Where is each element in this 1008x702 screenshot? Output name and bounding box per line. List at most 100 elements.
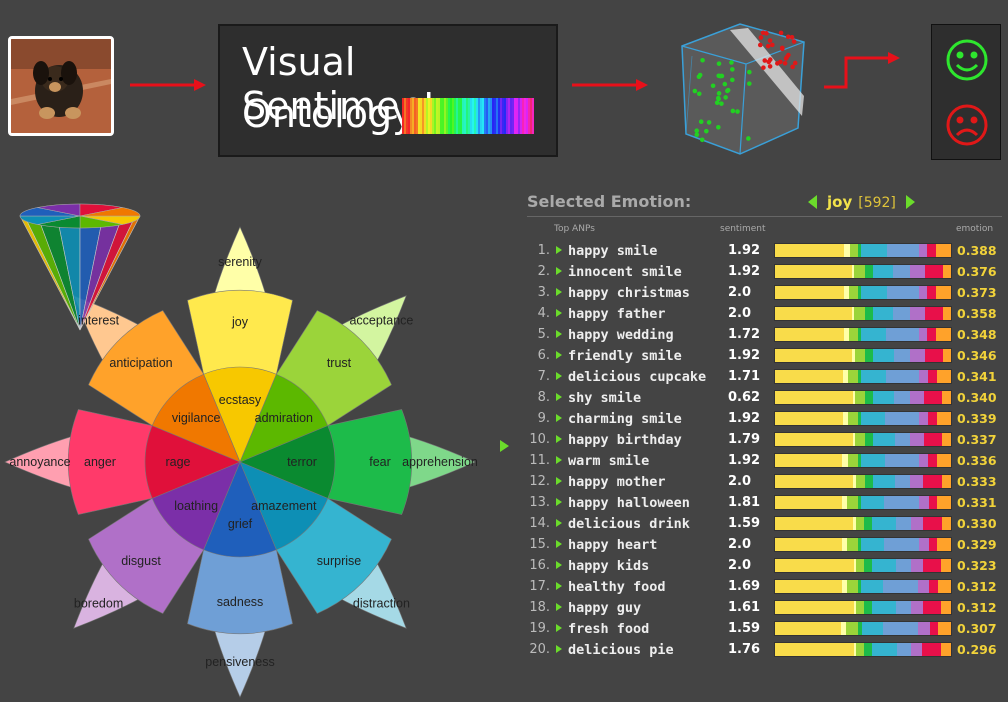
bar-segment <box>895 559 911 572</box>
bar-segment <box>775 517 854 530</box>
anp-row[interactable]: 20. delicious pie 1.76 0.296 <box>520 639 1008 660</box>
anp-name[interactable]: delicious drink <box>568 516 690 532</box>
anp-row[interactable]: 7. delicious cupcake 1.71 0.341 <box>520 366 1008 387</box>
play-triangle-icon[interactable] <box>556 393 562 401</box>
sad-face-icon <box>946 104 988 146</box>
bar-segment <box>775 265 852 278</box>
anp-name[interactable]: happy smile <box>568 243 658 259</box>
anp-emotion-score: 0.296 <box>957 642 997 657</box>
bar-segment <box>857 412 861 425</box>
play-triangle-icon[interactable] <box>556 624 562 632</box>
bar-segment <box>857 496 862 509</box>
wheel-label-admiration: admiration <box>255 411 313 425</box>
anp-name[interactable]: happy heart <box>568 537 658 553</box>
anp-row[interactable]: 5. happy wedding 1.72 0.348 <box>520 324 1008 345</box>
play-triangle-icon[interactable] <box>556 414 562 422</box>
anp-name[interactable]: healthy food <box>568 579 666 595</box>
anp-row[interactable]: 6. friendly smile 1.92 0.346 <box>520 345 1008 366</box>
anp-name[interactable]: happy birthday <box>568 432 682 448</box>
anp-row[interactable]: 13. happy halloween 1.81 0.331 <box>520 492 1008 513</box>
anp-row[interactable]: 17. healthy food 1.69 0.312 <box>520 576 1008 597</box>
anp-row[interactable]: 9. charming smile 1.92 0.339 <box>520 408 1008 429</box>
play-triangle-icon[interactable] <box>556 288 562 296</box>
play-triangle-icon[interactable] <box>556 372 562 380</box>
play-triangle-icon[interactable] <box>556 498 562 506</box>
bar-segment <box>864 307 874 320</box>
play-triangle-icon[interactable] <box>556 645 562 653</box>
play-triangle-icon[interactable] <box>556 309 562 317</box>
play-triangle-icon[interactable] <box>556 351 562 359</box>
emotion-distribution-bar <box>774 348 952 363</box>
anp-row[interactable]: 10. happy birthday 1.79 0.337 <box>520 429 1008 450</box>
play-triangle-icon[interactable] <box>556 540 562 548</box>
play-triangle-icon[interactable] <box>556 267 562 275</box>
bar-segment <box>871 601 897 614</box>
bar-segment <box>918 370 928 383</box>
anp-name[interactable]: happy halloween <box>568 495 690 511</box>
triangle-left-icon[interactable] <box>808 195 817 209</box>
anp-emotion-score: 0.312 <box>957 600 997 615</box>
anp-emotion-score: 0.348 <box>957 327 997 342</box>
emotion-distribution-bar <box>774 432 952 447</box>
puppy-photo <box>8 36 114 136</box>
emotion-distribution-bar <box>774 264 952 279</box>
play-triangle-icon[interactable] <box>556 561 562 569</box>
triangle-right-icon[interactable] <box>905 195 915 209</box>
anp-name[interactable]: delicious pie <box>568 642 674 658</box>
anp-row[interactable]: 19. fresh food 1.59 0.307 <box>520 618 1008 639</box>
play-triangle-icon[interactable] <box>556 456 562 464</box>
anp-row[interactable]: 18. happy guy 1.61 0.312 <box>520 597 1008 618</box>
anp-name[interactable]: warm smile <box>568 453 650 469</box>
emotion-distribution-bar <box>774 558 952 573</box>
anp-name[interactable]: happy christmas <box>568 285 690 301</box>
anp-name[interactable]: happy kids <box>568 558 650 574</box>
anp-row[interactable]: 16. happy kids 2.0 0.323 <box>520 555 1008 576</box>
emotion-cone-3d <box>19 203 141 331</box>
bar-segment <box>854 349 865 362</box>
anp-name[interactable]: happy mother <box>568 474 666 490</box>
anp-row[interactable]: 8. shy smile 0.62 0.340 <box>520 387 1008 408</box>
bar-segment <box>871 643 897 656</box>
wheel-label-grief: grief <box>228 517 253 531</box>
anp-rank: 12. <box>529 474 550 489</box>
emotion-distribution-bar <box>774 600 952 615</box>
anp-name[interactable]: shy smile <box>568 390 642 406</box>
anp-row[interactable]: 1. happy smile 1.92 0.388 <box>520 240 1008 261</box>
play-triangle-icon[interactable] <box>556 435 562 443</box>
emotion-distribution-bar <box>774 369 952 384</box>
bar-segment <box>849 286 858 299</box>
bar-segment <box>864 433 873 446</box>
bar-segment <box>918 538 930 551</box>
bar-segment <box>853 601 857 614</box>
play-triangle-icon[interactable] <box>556 582 562 590</box>
bar-segment <box>864 559 873 572</box>
play-triangle-icon[interactable] <box>556 246 562 254</box>
bar-segment <box>924 349 943 362</box>
bar-segment <box>856 601 865 614</box>
play-triangle-icon[interactable] <box>556 477 562 485</box>
anp-row[interactable]: 2. innocent smile 1.92 0.376 <box>520 261 1008 282</box>
bar-segment <box>853 517 856 530</box>
play-triangle-icon[interactable] <box>556 330 562 338</box>
anp-row[interactable]: 14. delicious drink 1.59 0.330 <box>520 513 1008 534</box>
anp-row[interactable]: 12. happy mother 2.0 0.333 <box>520 471 1008 492</box>
anp-row[interactable]: 3. happy christmas 2.0 0.373 <box>520 282 1008 303</box>
anp-name[interactable]: innocent smile <box>568 264 682 280</box>
anp-name[interactable]: delicious cupcake <box>568 369 707 385</box>
bar-segment <box>843 328 849 341</box>
play-triangle-icon[interactable] <box>556 519 562 527</box>
bar-segment <box>918 328 928 341</box>
bar-segment <box>910 433 924 446</box>
anp-name[interactable]: fresh food <box>568 621 650 637</box>
play-triangle-icon[interactable] <box>556 603 562 611</box>
anp-name[interactable]: happy wedding <box>568 327 674 343</box>
anp-name[interactable]: charming smile <box>568 411 682 427</box>
anp-row[interactable]: 15. happy heart 2.0 0.329 <box>520 534 1008 555</box>
anp-name[interactable]: happy guy <box>568 600 642 616</box>
anp-name[interactable]: friendly smile <box>568 348 682 364</box>
anp-row[interactable]: 4. happy father 2.0 0.358 <box>520 303 1008 324</box>
anp-name[interactable]: happy father <box>568 306 666 322</box>
anp-row[interactable]: 11. warm smile 1.92 0.336 <box>520 450 1008 471</box>
bar-segment <box>852 433 856 446</box>
anp-sentiment: 1.79 <box>728 432 761 447</box>
